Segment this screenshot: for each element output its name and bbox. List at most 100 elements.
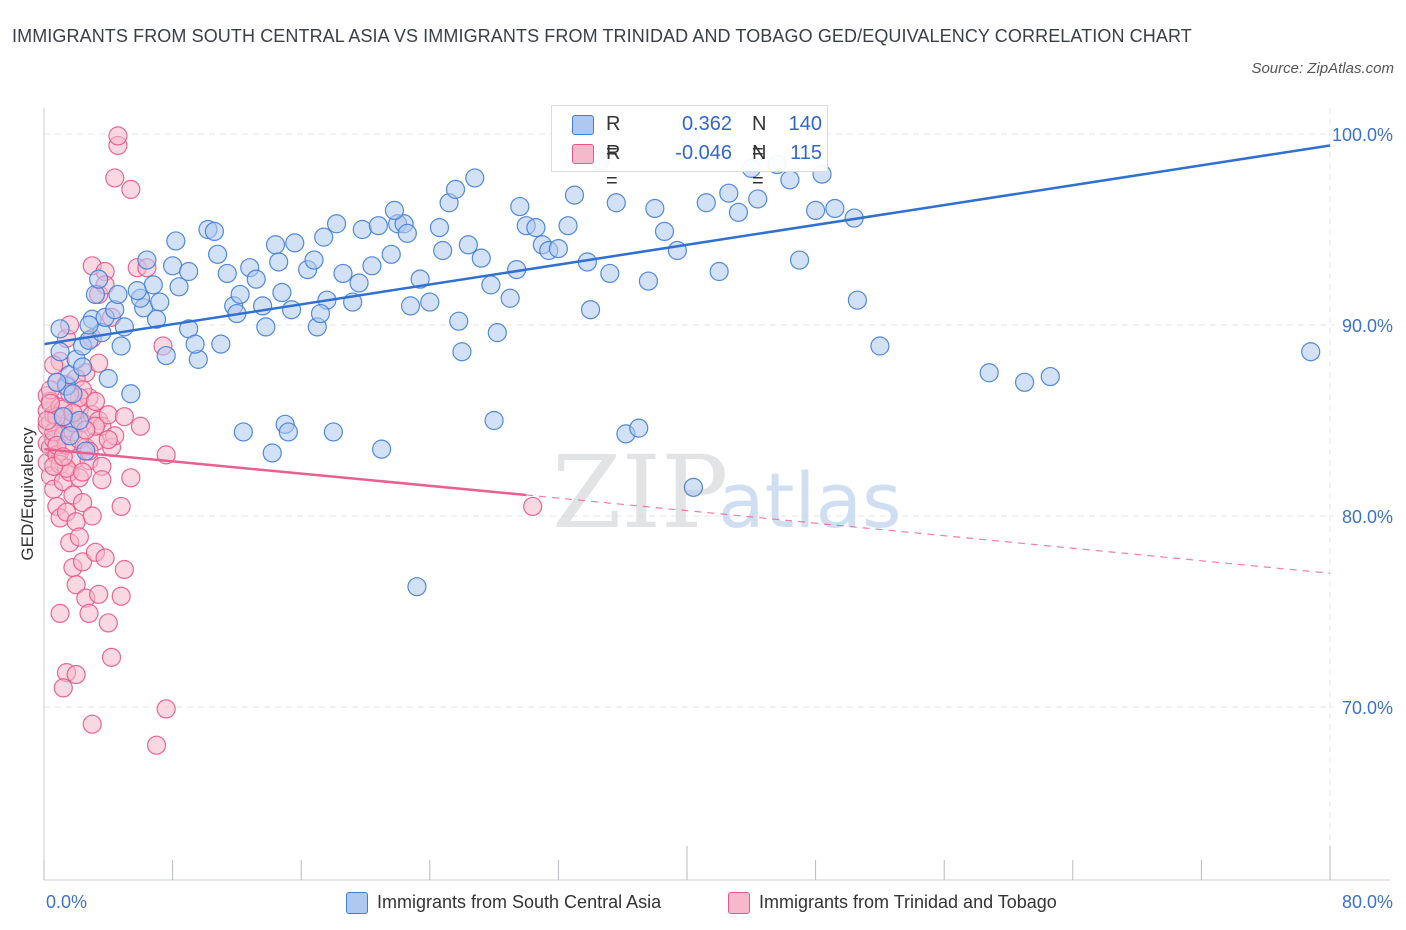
series-a-point-103 — [304, 250, 324, 270]
series-b-point-36 — [72, 493, 93, 513]
series-a-trend-line — [43, 144, 1331, 346]
series-a-point-90 — [683, 477, 704, 497]
watermark-zip: ZIP — [552, 434, 728, 551]
series-a-point-12 — [108, 284, 128, 305]
series-a-point-115 — [111, 336, 131, 356]
x-tick-label-max: 80.0% — [1342, 892, 1393, 912]
source-label: Source: ZipAtlas.com — [1251, 60, 1394, 77]
legend-r-label: R = — [606, 142, 621, 192]
series-a-point-114 — [47, 372, 67, 392]
series-a-point-132 — [449, 311, 469, 331]
series-a-point-135 — [580, 300, 601, 320]
series-a-point-75 — [870, 336, 890, 356]
series-a-point-92 — [1014, 372, 1035, 392]
x-tick-label-min: 0.0% — [46, 892, 87, 912]
series-a-point-17 — [150, 292, 170, 312]
series-b-point-91 — [92, 470, 112, 490]
series-a-point-47 — [410, 269, 430, 289]
series-b-point-108 — [98, 430, 118, 450]
series-a-point-42 — [368, 216, 388, 236]
legend-swatch-series-a — [572, 115, 594, 135]
series-a-point-87 — [484, 410, 504, 431]
series-a-point-53 — [481, 275, 501, 295]
series-a-point-66 — [696, 193, 716, 213]
series-b-point-61 — [111, 586, 131, 606]
series-a-point-110 — [600, 263, 620, 284]
series-a-point-20 — [169, 277, 189, 297]
series-b-point-64 — [121, 468, 141, 488]
series-b-trend-extension — [526, 494, 1331, 574]
series-a-point-19 — [163, 256, 183, 276]
series-a-point-27 — [230, 284, 250, 305]
series-b-point-55 — [98, 613, 118, 633]
bottom-legend-swatch-series-a — [346, 892, 368, 914]
series-a-point-108 — [526, 217, 546, 238]
legend-swatch-series-b — [572, 144, 594, 164]
series-a-point-89 — [629, 418, 649, 438]
legend-r-value-series-b: -0.046 — [675, 142, 732, 164]
series-a-point-70 — [789, 250, 810, 270]
series-a-point-59 — [558, 216, 578, 236]
series-a-point-78 — [53, 407, 73, 427]
series-a-point-34 — [285, 233, 305, 253]
bottom-legend-label-series-b: Immigrants from Trinidad and Tobago — [759, 892, 1057, 912]
series-a-point-49 — [429, 217, 450, 238]
series-a-point-39 — [333, 263, 353, 284]
series-a-point-60 — [564, 185, 585, 205]
series-a-point-0 — [50, 342, 70, 362]
series-b-point-63 — [114, 559, 134, 580]
series-a-point-52 — [465, 168, 485, 188]
series-a-point-138 — [50, 319, 70, 339]
series-a-point-67 — [709, 261, 729, 282]
series-a-point-31 — [265, 235, 286, 255]
series-a-point-106 — [433, 240, 453, 261]
series-a-point-43 — [381, 244, 401, 264]
legend-n-value-series-b: 115 — [790, 142, 822, 164]
series-b-point-42 — [79, 603, 99, 624]
series-a-point-72 — [825, 198, 845, 219]
series-a-point-123 — [638, 271, 659, 291]
series-b-point-49 — [89, 584, 109, 604]
series-b-point-44 — [82, 506, 102, 526]
series-a-point-128 — [185, 334, 205, 354]
series-b-point-112 — [72, 462, 93, 482]
series-a-point-14 — [121, 384, 141, 404]
series-a-point-86 — [452, 342, 472, 362]
series-a-point-83 — [278, 422, 298, 442]
series-b-point-109 — [523, 496, 543, 517]
legend-n-label: N = — [752, 142, 767, 192]
series-b-point-103 — [37, 410, 57, 431]
series-a-point-126 — [72, 357, 93, 377]
series-a-point-127 — [146, 309, 167, 329]
series-a-point-96 — [79, 315, 99, 335]
series-a-point-84 — [323, 422, 343, 442]
series-a-point-104 — [314, 227, 334, 247]
series-b-point-34 — [69, 527, 89, 547]
series-a-point-74 — [847, 290, 867, 310]
series-a-point-85 — [371, 439, 392, 459]
series-a-point-112 — [780, 170, 800, 190]
series-a-point-91 — [979, 363, 999, 383]
watermark-atlas: atlas — [718, 456, 902, 545]
series-a-point-48 — [420, 292, 440, 312]
series-a-point-131 — [384, 200, 405, 220]
series-a-points — [47, 126, 1321, 597]
series-a-point-16 — [143, 275, 163, 295]
series-b-point-62 — [114, 407, 134, 427]
series-a-point-105 — [362, 256, 382, 276]
chart-title: IMMIGRANTS FROM SOUTH CENTRAL ASIA VS IM… — [12, 26, 1192, 46]
series-b-point-37 — [72, 552, 93, 572]
series-b-point-92 — [111, 496, 131, 517]
series-b-point-67 — [130, 416, 151, 436]
series-b-point-98 — [108, 126, 128, 146]
y-tick-label-0: 100.0% — [1332, 125, 1393, 145]
series-b-point-95 — [66, 664, 86, 685]
series-b-point-107 — [85, 391, 106, 411]
series-a-point-129 — [269, 252, 289, 272]
series-a-point-29 — [246, 269, 266, 289]
series-a-point-119 — [349, 273, 369, 293]
axes — [43, 108, 1390, 881]
series-a-point-56 — [510, 196, 530, 217]
series-a-point-107 — [471, 248, 491, 268]
